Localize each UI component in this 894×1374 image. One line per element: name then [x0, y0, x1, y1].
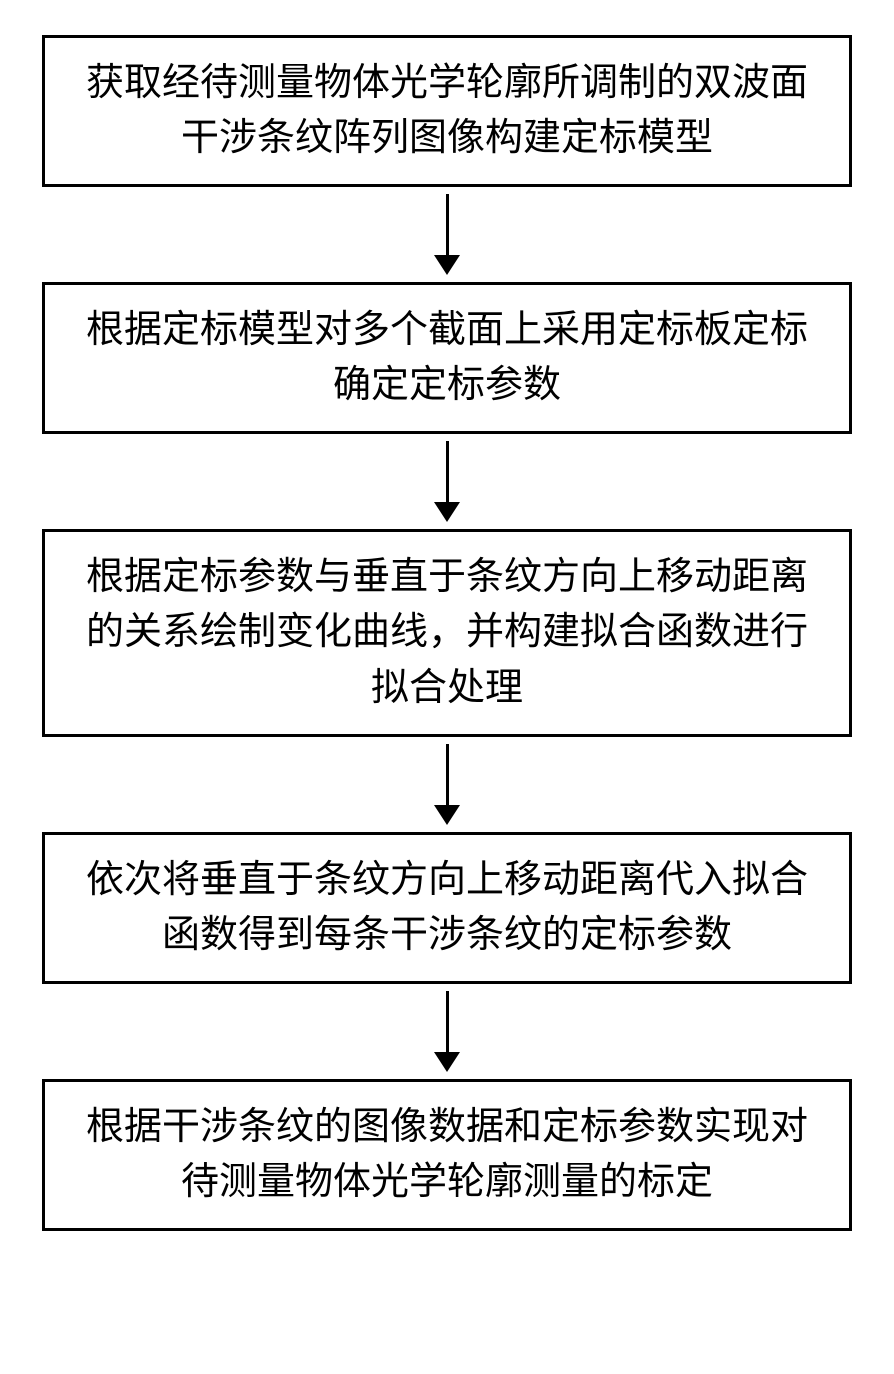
arrow-line: [446, 441, 449, 503]
step-2-text: 根据定标模型对多个截面上采用定标板定标确定定标参数: [69, 303, 825, 413]
step-1-text: 获取经待测量物体光学轮廓所调制的双波面干涉条纹阵列图像构建定标模型: [69, 56, 825, 166]
flowchart-step-4: 依次将垂直于条纹方向上移动距离代入拟合函数得到每条干涉条纹的定标参数: [42, 832, 852, 984]
flowchart-step-5: 根据干涉条纹的图像数据和定标参数实现对待测量物体光学轮廓测量的标定: [42, 1079, 852, 1231]
arrow-head-icon: [434, 255, 460, 275]
step-3-text: 根据定标参数与垂直于条纹方向上移动距离的关系绘制变化曲线，并构建拟合函数进行拟合…: [69, 550, 825, 715]
arrow-line: [446, 194, 449, 256]
arrow-line: [446, 991, 449, 1053]
arrow-line: [446, 744, 449, 806]
flowchart-step-1: 获取经待测量物体光学轮廓所调制的双波面干涉条纹阵列图像构建定标模型: [42, 35, 852, 187]
step-5-text: 根据干涉条纹的图像数据和定标参数实现对待测量物体光学轮廓测量的标定: [69, 1100, 825, 1210]
arrow-head-icon: [434, 1052, 460, 1072]
step-4-text: 依次将垂直于条纹方向上移动距离代入拟合函数得到每条干涉条纹的定标参数: [69, 853, 825, 963]
flowchart-step-2: 根据定标模型对多个截面上采用定标板定标确定定标参数: [42, 282, 852, 434]
flowchart-step-3: 根据定标参数与垂直于条纹方向上移动距离的关系绘制变化曲线，并构建拟合函数进行拟合…: [42, 529, 852, 736]
arrow-head-icon: [434, 805, 460, 825]
arrow-4-to-5: [434, 984, 460, 1079]
arrow-3-to-4: [434, 737, 460, 832]
arrow-1-to-2: [434, 187, 460, 282]
arrow-2-to-3: [434, 434, 460, 529]
arrow-head-icon: [434, 502, 460, 522]
